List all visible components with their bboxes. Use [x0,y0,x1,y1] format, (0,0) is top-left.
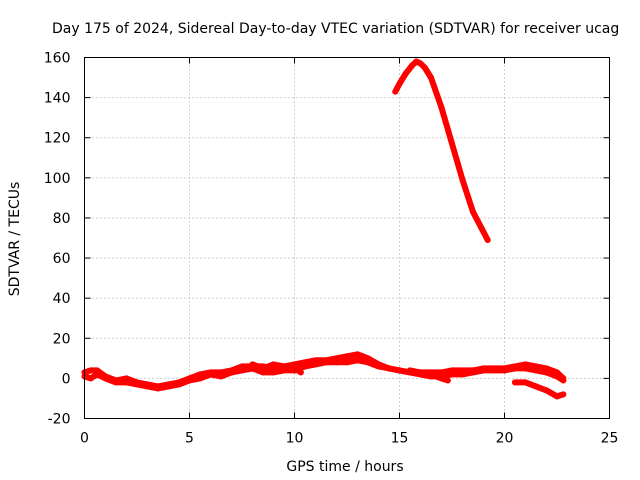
series-point-scatter-low [480,367,487,374]
series-point-late-tail [543,387,550,394]
x-tick-label: 5 [185,431,194,447]
series-point-branch-15h [407,367,413,374]
y-tick-label: 120 [44,131,71,147]
x-tick-label: 20 [496,431,514,447]
series-point-scatter-low [522,365,529,372]
chart-title: Day 175 of 2024, Sidereal Day-to-day VTE… [52,21,619,37]
series-point-scatter-low [512,365,518,372]
series-point-scatter-low [543,369,550,376]
series-point-scatter-low [270,369,277,376]
series-point-scatter-low [144,383,151,390]
series-point-scatter-low [134,381,140,388]
series-point-scatter-low [94,371,101,378]
y-axis-label: SDTVAR / TECUs [7,182,23,297]
y-tick-label: 80 [53,211,71,227]
series-point-peak [484,237,491,244]
y-tick-label: 20 [53,331,71,347]
y-tick-label: 0 [62,371,71,387]
series-point-peak [421,64,428,71]
series-point-branch-15h [444,377,451,384]
series-point-peak [402,70,409,77]
series-point-scatter-low [354,357,361,364]
data-series [81,58,567,400]
series-point-scatter-low [302,363,308,370]
series-point-branch-10h [297,369,304,376]
x-tick-label: 0 [80,431,89,447]
axis-ticks: 0 5 10 15 20 25 -20 0 20 40 60 80 100 120 140 160 [44,51,619,447]
y-tick-label: 40 [53,291,71,307]
series-point-scatter-low [491,367,497,374]
series-point-scatter-low [449,371,455,378]
series-point-late-tail [522,379,529,386]
series-point-scatter-low [113,379,119,386]
series-point-branch-10h [281,363,287,370]
series-point-main [344,353,350,360]
series-point-peak [480,228,487,235]
series-point-scatter-low [155,385,161,392]
series-point-scatter-low [386,365,392,372]
grid [84,57,610,419]
series-point-peak [417,60,424,67]
series-point-scatter-low [560,377,567,384]
series-point-scatter-low [312,361,319,368]
y-tick-label: 100 [44,171,71,187]
series-point-scatter-low [207,371,214,378]
series-point-scatter-low [554,373,560,380]
series-point-scatter-low [396,367,403,374]
series-point-scatter-low [344,359,350,366]
series-point-scatter-low [470,369,476,376]
series-point-peak [396,80,403,87]
series-point-peak [438,104,445,111]
series-point-late-tail [554,393,560,400]
series-point-peak [459,176,466,183]
series-point-scatter-low [365,359,371,366]
series-point-peak [428,74,434,81]
series-point-scatter-low [176,381,182,388]
series-point-scatter-low [197,375,203,382]
series-point-branch-10h [249,361,256,368]
y-tick-label: -20 [48,412,71,428]
series-point-branch-15h [428,371,434,378]
series-point-late-tail [560,391,567,398]
series-point-peak [409,62,416,69]
series-point-peak [449,140,455,147]
y-tick-label: 60 [53,251,71,267]
series-point-scatter-low [165,383,172,390]
series-point-branch-15h [417,369,424,376]
series-point-scatter-low [375,363,382,370]
x-tick-label: 10 [286,431,304,447]
series-point-branch-10h [291,365,298,372]
x-tick-label: 15 [391,431,409,447]
series-point-scatter-low [228,369,235,376]
series-point-scatter-low [239,367,245,374]
series-point-peak [470,208,476,215]
series-point-scatter-low [459,371,466,378]
y-tick-label: 140 [44,91,71,107]
series-point-scatter-low [218,373,224,380]
series-point-peak [392,88,399,95]
series-point-scatter-low [323,359,329,366]
series-point-scatter-low [533,367,539,374]
series-point-main [87,367,94,374]
series-point-scatter-low [123,379,130,386]
series-point-branch-15h [438,375,445,382]
x-tick-label: 25 [601,431,619,447]
series-point-late-tail [512,379,518,386]
x-axis-label: GPS time / hours [286,459,403,475]
series-point-main [354,351,361,358]
series-point-scatter-low [87,375,94,382]
series-point-scatter-low [333,359,340,366]
series-point-late-tail [533,383,539,390]
series-point-scatter-low [186,377,193,384]
series-point-branch-10h [270,361,277,368]
series-point-branch-10h [260,365,266,372]
series-point-scatter-low [102,375,109,382]
series-point-scatter-low [501,367,508,374]
plot-frame [84,57,610,419]
y-tick-label: 160 [44,51,71,67]
